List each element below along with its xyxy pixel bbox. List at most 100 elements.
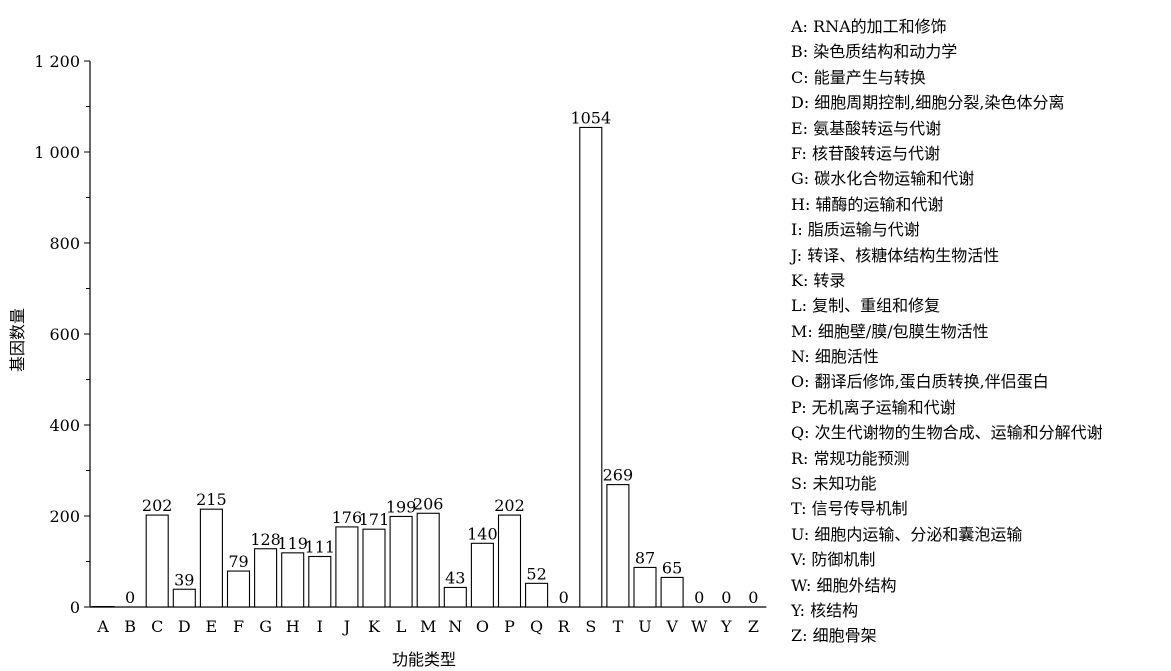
- legend-item: C: 能量产生与转换: [791, 67, 926, 87]
- bar-value-label: 269: [603, 466, 634, 485]
- legend-item: F: 核苷酸转运与代谢: [791, 143, 941, 163]
- bar-value-label: 215: [196, 490, 227, 509]
- bar-value-label: 79: [228, 552, 248, 571]
- bar-value-label: 202: [142, 496, 173, 515]
- bar-value-label: 0: [694, 588, 704, 607]
- y-axis: 0 200 400 600 800 1 000 1 200: [34, 52, 91, 617]
- x-tick-label: A: [96, 617, 109, 636]
- y-tick-label: 1 200: [34, 52, 80, 71]
- x-tick-label: J: [342, 617, 350, 636]
- bar-value-label: 199: [386, 497, 417, 516]
- bar-value-label: 0: [748, 588, 758, 607]
- bar-value-label: 0: [721, 588, 731, 607]
- bar-value-label: 119: [277, 534, 308, 553]
- bar-value-label: 140: [467, 524, 498, 543]
- x-tick-label: T: [613, 617, 624, 636]
- bar-value-label: 87: [635, 548, 655, 567]
- x-tick-label: K: [368, 617, 381, 636]
- x-tick-label: Q: [530, 617, 543, 636]
- y-tick-label: 1 000: [34, 143, 80, 162]
- legend-item: H: 辅酶的运输和代谢: [791, 194, 944, 214]
- bar-value-label: 0: [125, 588, 135, 607]
- x-tick-label: Z: [748, 617, 759, 636]
- legend-item: M: 细胞壁/膜/包膜生物活性: [791, 321, 989, 341]
- x-tick-label: S: [585, 617, 596, 636]
- y-tick-label: 200: [49, 507, 80, 526]
- bars: [91, 126, 684, 608]
- legend-item: A: RNA的加工和修饰: [791, 17, 947, 36]
- x-tick-label: U: [638, 617, 651, 636]
- legend-item: O: 翻译后修饰,蛋白质转换,伴侣蛋白: [791, 372, 1049, 392]
- bar: [226, 570, 251, 608]
- bar: [281, 552, 305, 608]
- bar-value-label: 39: [174, 570, 194, 589]
- bar-value-label: 202: [494, 496, 525, 515]
- bar: [443, 586, 467, 608]
- x-tick-label: E: [206, 617, 218, 636]
- bar: [199, 508, 223, 608]
- bar: [254, 548, 278, 608]
- legend: A: RNA的加工和修饰 B: 染色质结构和动力学 C: 能量产生与转换 D: 细胞周…: [791, 14, 1103, 649]
- legend-item: K: 转录: [791, 270, 846, 290]
- legend-item: I: 脂质运输与代谢: [791, 220, 920, 240]
- legend-item: S: 未知功能: [791, 474, 877, 494]
- bar: [579, 126, 603, 608]
- legend-item: R: 常规功能预测: [791, 448, 910, 468]
- legend-item: J: 转译、核糖体结构生物活性: [791, 245, 1000, 265]
- bar-value-label: 0: [559, 588, 569, 607]
- legend-item: Z: 细胞骨架: [791, 626, 877, 646]
- bar: [362, 528, 386, 608]
- x-tick-label: O: [476, 617, 489, 636]
- bar: [606, 484, 630, 608]
- bar: [633, 566, 657, 608]
- bar: [660, 576, 684, 608]
- x-tick-label: C: [151, 617, 163, 636]
- legend-item: T: 信号传导机制: [791, 499, 908, 519]
- x-tick-label: H: [286, 617, 300, 636]
- bar-value-label: 43: [445, 568, 465, 587]
- bar-value-label: 65: [662, 558, 682, 577]
- legend-item: D: 细胞周期控制,细胞分裂,染色体分离: [791, 93, 1065, 113]
- legend-item: W: 细胞外结构: [791, 575, 897, 595]
- y-axis-title: 基因数量: [8, 308, 27, 372]
- y-tick-label: 800: [49, 234, 80, 253]
- bar: [172, 588, 196, 608]
- legend-item: Q: 次生代谢物的生物合成、运输和分解代谢: [791, 423, 1103, 443]
- legend-item: G: 碳水化合物运输和代谢: [791, 169, 975, 189]
- bar: [145, 514, 169, 608]
- bar-value-label: 206: [413, 494, 444, 513]
- y-tick-label: 0: [70, 598, 80, 617]
- bar-value-label: 176: [332, 508, 363, 527]
- legend-item: U: 细胞内运输、分泌和囊泡运输: [791, 524, 1023, 544]
- legend-item: Y: 核结构: [791, 600, 859, 620]
- bar-value-label: 1054: [570, 108, 611, 127]
- legend-item: N: 细胞活性: [791, 347, 879, 367]
- bar: [470, 542, 494, 608]
- bar: [335, 526, 359, 608]
- bar-value-label: 111: [305, 537, 336, 556]
- x-tick-label: B: [124, 617, 136, 636]
- bar: [416, 512, 440, 608]
- x-tick-label: P: [504, 617, 515, 636]
- x-tick-label: G: [259, 617, 272, 636]
- x-tick-label: V: [665, 617, 678, 636]
- bar: [525, 582, 549, 608]
- legend-item: P: 无机离子运输和代谢: [791, 397, 956, 417]
- x-tick-label: F: [233, 617, 244, 636]
- x-axis-title: 功能类型: [392, 650, 456, 669]
- bar-value-label: 52: [526, 564, 546, 583]
- x-tick-label: L: [396, 617, 407, 636]
- legend-item: V: 防御机制: [791, 550, 876, 570]
- legend-item: E: 氨基酸转运与代谢: [791, 118, 942, 138]
- legend-item: L: 复制、重组和修复: [791, 296, 941, 316]
- x-tick-label: M: [420, 617, 436, 636]
- bar: [308, 555, 332, 608]
- bar: [389, 515, 413, 608]
- x-tick-label: R: [558, 617, 571, 636]
- bar: [497, 514, 522, 608]
- y-tick-label: 600: [49, 325, 80, 344]
- bar-value-label: 128: [250, 530, 281, 549]
